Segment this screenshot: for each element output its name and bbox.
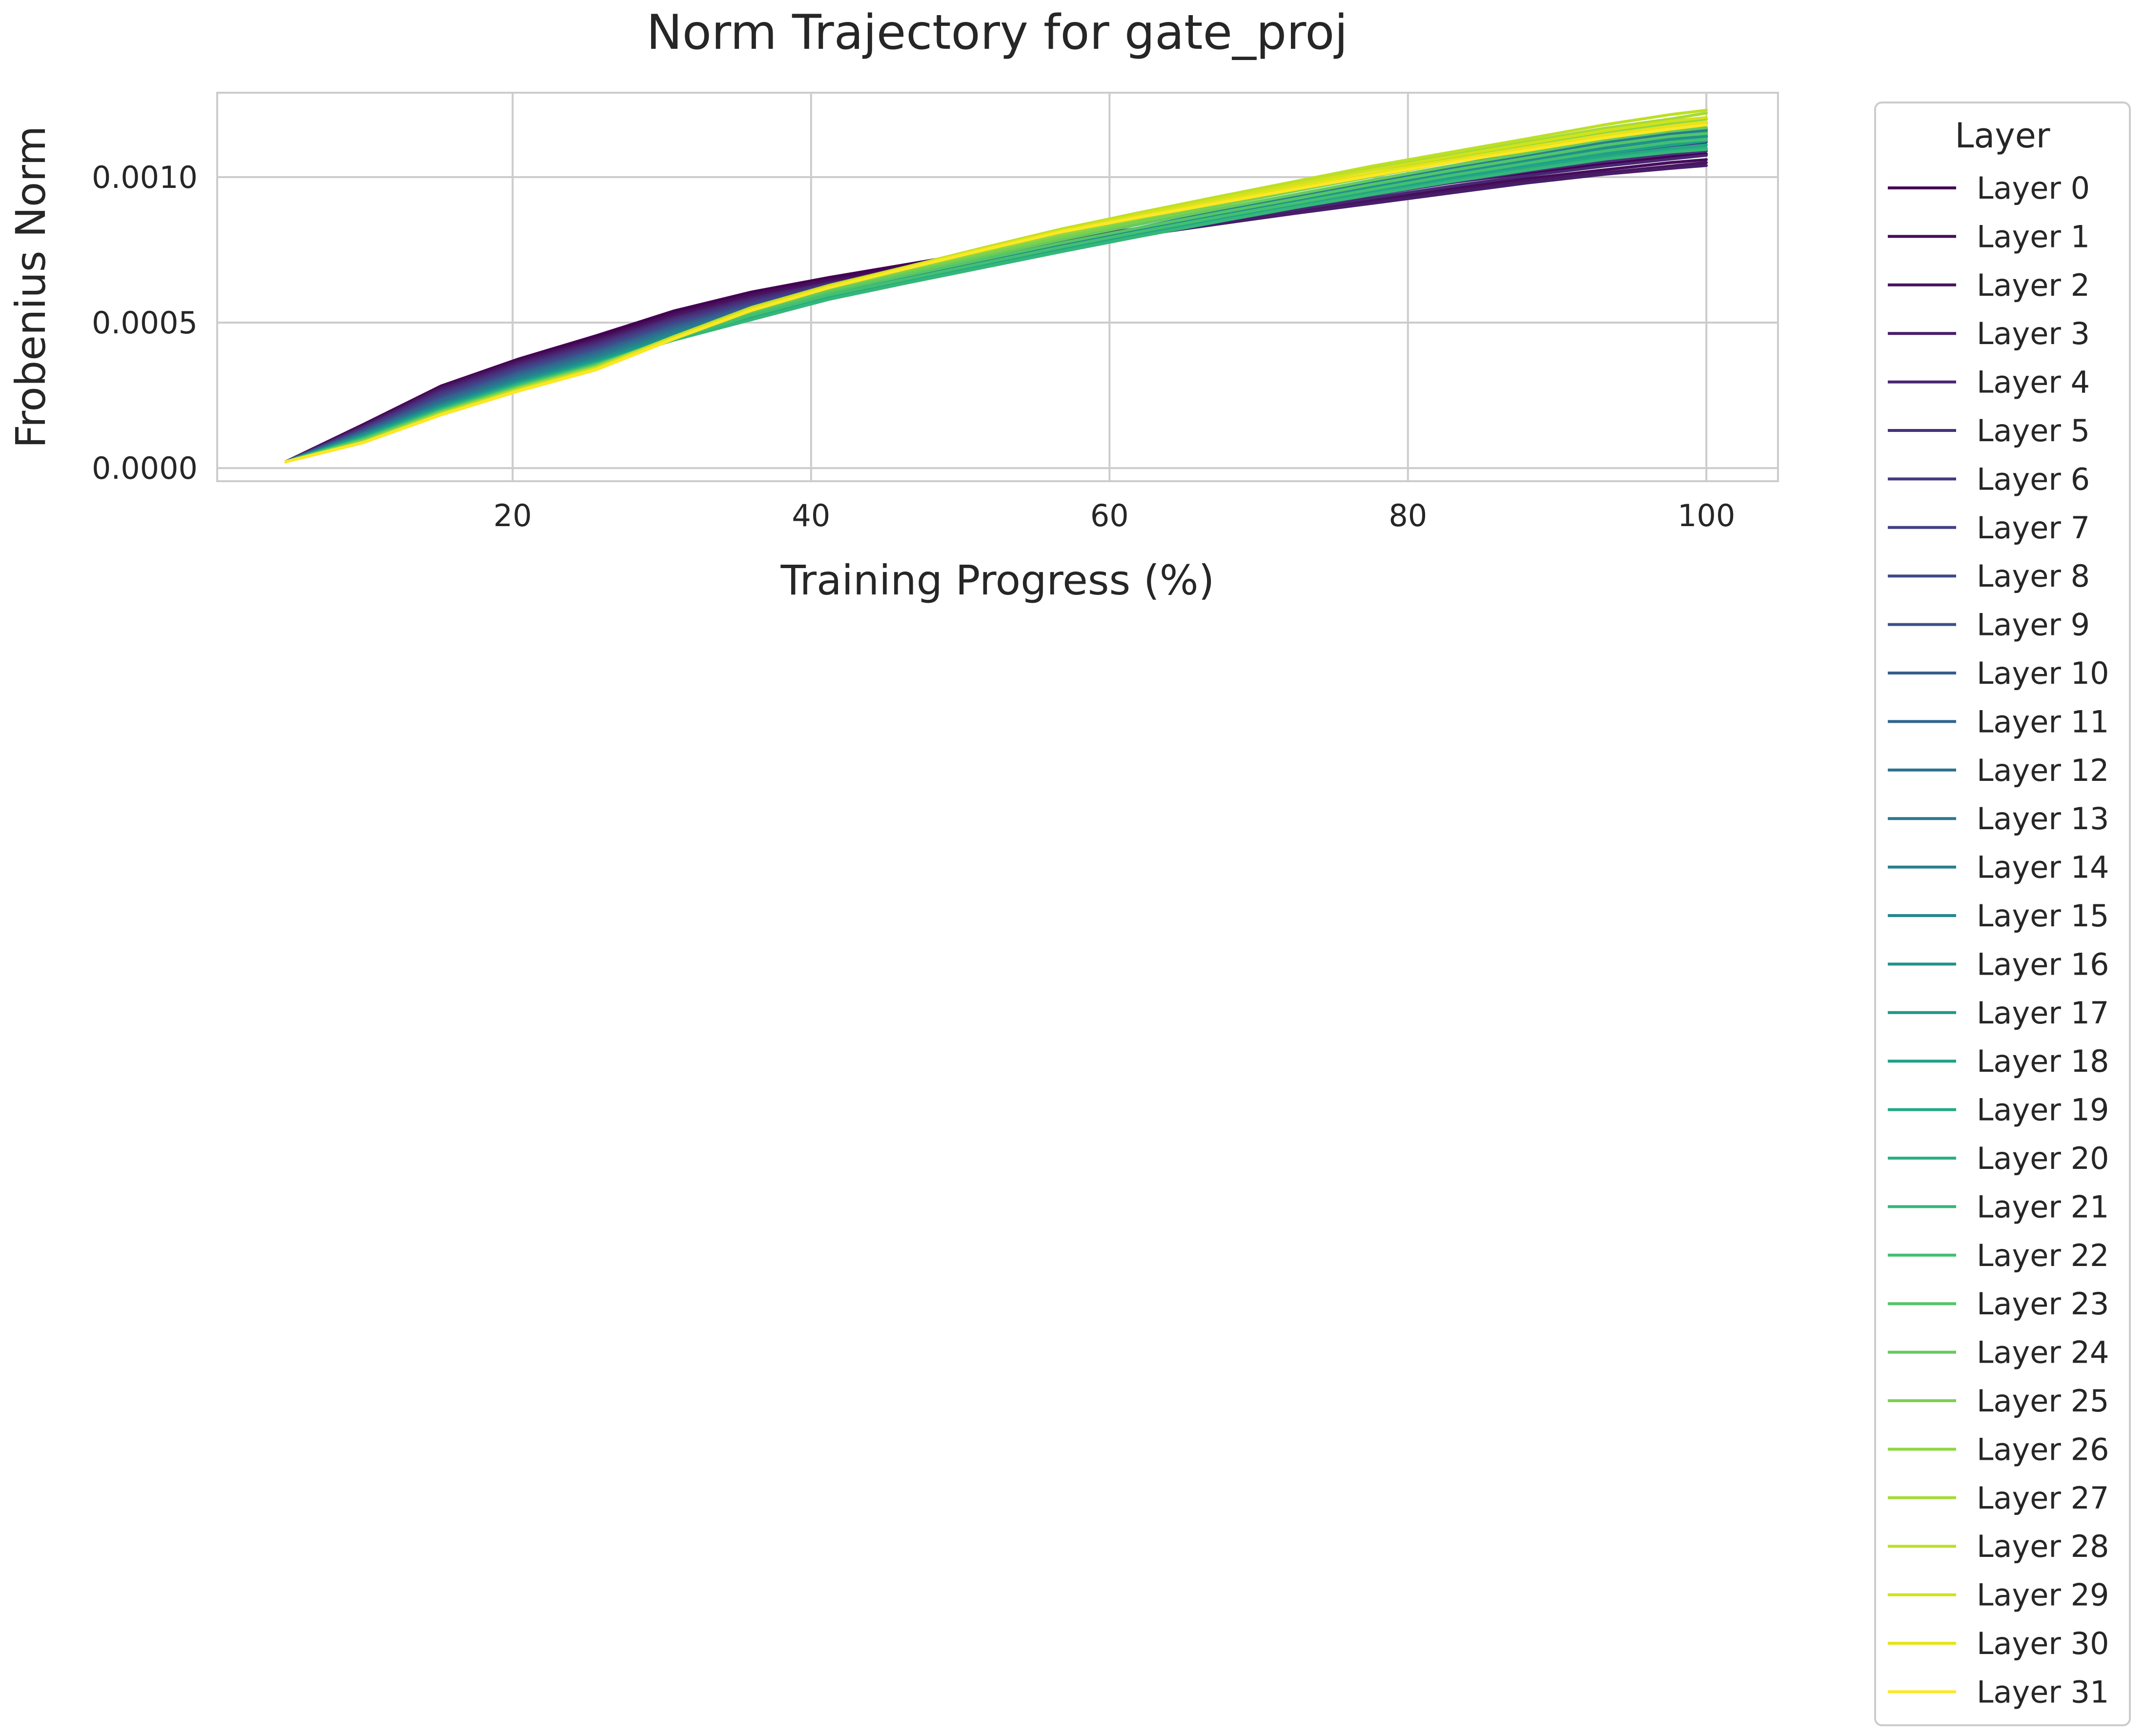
legend-item: Layer 0 — [1888, 170, 2090, 206]
legend-label: Layer 3 — [1977, 316, 2090, 351]
legend-label: Layer 22 — [1977, 1238, 2109, 1273]
legend-label: Layer 16 — [1977, 946, 2109, 982]
legend-label: Layer 1 — [1977, 219, 2090, 254]
legend-label: Layer 0 — [1977, 170, 2090, 206]
legend-label: Layer 18 — [1977, 1043, 2109, 1079]
legend-item: Layer 28 — [1888, 1529, 2109, 1564]
legend-item: Layer 30 — [1888, 1626, 2109, 1661]
legend-frame — [1874, 102, 2131, 1726]
legend-item: Layer 21 — [1888, 1189, 2109, 1225]
x-axis-label: Training Progress (%) — [780, 556, 1215, 604]
y-tick-label: 0.0010 — [92, 160, 198, 195]
legend-item: Layer 12 — [1888, 753, 2109, 788]
plot-frame — [216, 92, 1779, 482]
legend-label: Layer 27 — [1977, 1480, 2109, 1516]
legend-label: Layer 9 — [1977, 607, 2090, 643]
legend-item: Layer 24 — [1888, 1335, 2109, 1370]
x-tick-label: 60 — [1090, 498, 1129, 533]
legend-label: Layer 15 — [1977, 898, 2109, 934]
legend-item: Layer 9 — [1888, 607, 2090, 643]
legend-label: Layer 19 — [1977, 1092, 2109, 1128]
legend-item: Layer 4 — [1888, 365, 2090, 400]
y-tick-label: 0.0005 — [92, 305, 198, 341]
legend-label: Layer 4 — [1977, 365, 2090, 400]
legend-item: Layer 26 — [1888, 1431, 2109, 1467]
legend-label: Layer 6 — [1977, 461, 2090, 497]
legend-label: Layer 17 — [1977, 995, 2109, 1031]
legend-label: Layer 5 — [1977, 413, 2090, 449]
legend-label: Layer 13 — [1977, 801, 2109, 837]
legend-item: Layer 11 — [1888, 704, 2109, 739]
x-axis-ticks: 20 40 60 80 100 — [493, 498, 1736, 533]
legend-item: Layer 6 — [1888, 461, 2090, 497]
legend-item: Layer 15 — [1888, 898, 2109, 934]
series-lines — [284, 108, 1708, 464]
legend-label: Layer 31 — [1977, 1674, 2109, 1710]
x-tick-label: 40 — [792, 498, 830, 533]
legend-item: Layer 8 — [1888, 558, 2090, 594]
legend-item: Layer 31 — [1888, 1674, 2109, 1710]
x-tick-label: 20 — [493, 498, 532, 533]
legend-item: Layer 27 — [1888, 1480, 2109, 1516]
y-tick-label: 0.0000 — [92, 450, 198, 486]
legend-label: Layer 24 — [1977, 1335, 2109, 1370]
legend-item: Layer 2 — [1888, 267, 2090, 303]
series-line-layer-31 — [284, 123, 1708, 464]
legend-item: Layer 5 — [1888, 413, 2090, 449]
legend-item: Layer 20 — [1888, 1141, 2109, 1176]
legend-label: Layer 11 — [1977, 704, 2109, 739]
legend-label: Layer 7 — [1977, 510, 2090, 546]
legend-item: Layer 18 — [1888, 1043, 2109, 1079]
y-axis-label: Frobenius Norm — [7, 126, 55, 449]
legend-label: Layer 25 — [1977, 1383, 2109, 1419]
x-tick-label: 100 — [1677, 498, 1735, 533]
legend-label: Layer 30 — [1977, 1626, 2109, 1661]
plot-area — [216, 92, 1779, 482]
legend-item: Layer 13 — [1888, 801, 2109, 837]
legend-label: Layer 8 — [1977, 558, 2090, 594]
chart-title: Norm Trajectory for gate_proj — [647, 5, 1348, 61]
x-tick-label: 80 — [1389, 498, 1427, 533]
legend-label: Layer 14 — [1977, 850, 2109, 885]
legend-item: Layer 10 — [1888, 655, 2109, 691]
legend-label: Layer 20 — [1977, 1141, 2109, 1176]
legend-label: Layer 21 — [1977, 1189, 2109, 1225]
legend-label: Layer 23 — [1977, 1286, 2109, 1322]
legend-item: Layer 17 — [1888, 995, 2109, 1031]
legend-label: Layer 10 — [1977, 655, 2109, 691]
legend-item: Layer 23 — [1888, 1286, 2109, 1322]
legend-item: Layer 14 — [1888, 850, 2109, 885]
legend-item: Layer 16 — [1888, 946, 2109, 982]
legend-label: Layer 29 — [1977, 1577, 2109, 1613]
y-axis-ticks: 0.0000 0.0005 0.0010 — [92, 160, 198, 486]
legend-label: Layer 26 — [1977, 1431, 2109, 1467]
legend-item: Layer 1 — [1888, 219, 2090, 254]
legend-item: Layer 3 — [1888, 316, 2090, 351]
legend-label: Layer 2 — [1977, 267, 2090, 303]
legend-item: Layer 7 — [1888, 510, 2090, 546]
legend-title: Layer — [1955, 116, 2050, 156]
legend-label: Layer 28 — [1977, 1529, 2109, 1564]
legend-items: Layer 0 Layer 1 Layer 2 Layer 3 Layer 4 Layer… — [1888, 170, 2109, 1710]
legend-item: Layer 19 — [1888, 1092, 2109, 1128]
legend-label: Layer 12 — [1977, 753, 2109, 788]
legend-item: Layer 22 — [1888, 1238, 2109, 1273]
legend-item: Layer 29 — [1888, 1577, 2109, 1613]
legend-item: Layer 25 — [1888, 1383, 2109, 1419]
